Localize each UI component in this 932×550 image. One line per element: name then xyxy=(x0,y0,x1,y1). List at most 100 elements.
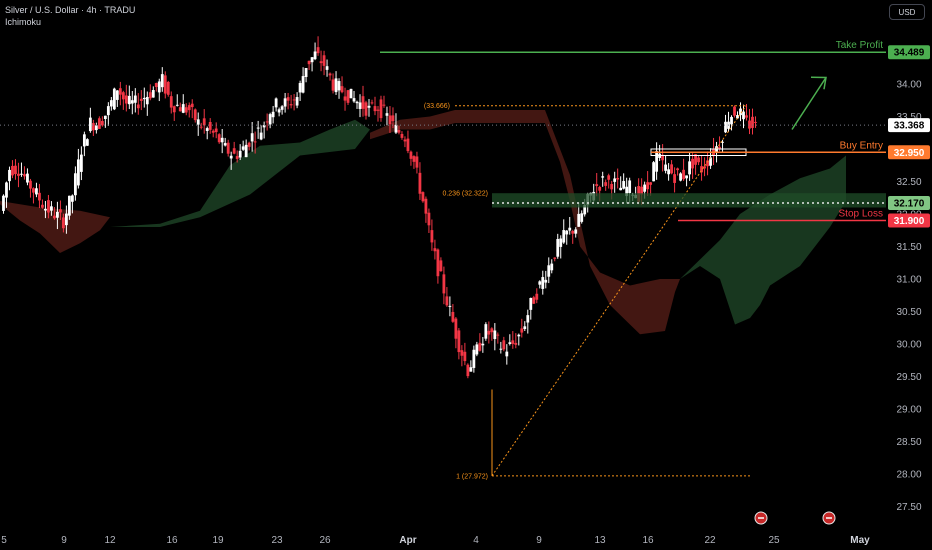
candle-body xyxy=(295,97,299,106)
candle-body xyxy=(220,137,224,143)
candle-body xyxy=(32,188,35,193)
candle-body xyxy=(2,195,5,211)
candle-body xyxy=(325,66,329,70)
currency-button[interactable]: USD xyxy=(889,4,925,20)
indicator-label[interactable]: Ichimoku xyxy=(5,17,42,27)
candle-body xyxy=(595,184,599,186)
candle-body xyxy=(448,305,452,307)
y-tick-label: 30.50 xyxy=(896,307,921,318)
candle-body xyxy=(59,209,62,213)
target-arrow-shaft xyxy=(791,77,827,130)
candle-body xyxy=(172,106,176,113)
candle-body xyxy=(76,159,80,186)
candle-body xyxy=(667,169,671,175)
x-tick-label: Apr xyxy=(399,535,416,546)
candle-body xyxy=(301,76,305,93)
candle-body xyxy=(676,168,679,171)
stop-loss-tag-text: 31.900 xyxy=(894,216,925,227)
buy-entry-tag-text: 32.950 xyxy=(894,148,925,159)
x-tick-label: 9 xyxy=(536,535,542,546)
candle-body xyxy=(26,173,29,183)
candle-body xyxy=(493,330,497,339)
y-tick-label: 27.50 xyxy=(896,502,921,513)
candle-body xyxy=(445,296,449,306)
candle-body xyxy=(53,215,56,219)
candle-body xyxy=(103,115,107,120)
candle-body xyxy=(217,134,221,143)
candle-body xyxy=(316,47,320,54)
y-tick-label: 34.00 xyxy=(896,80,921,91)
candle-body xyxy=(409,151,413,159)
y-tick-label: 30.00 xyxy=(896,340,921,351)
candle-body xyxy=(298,83,302,93)
candle-body xyxy=(196,119,200,125)
candle-body xyxy=(211,130,215,133)
x-tick-label: 12 xyxy=(104,535,116,546)
candle-body xyxy=(622,181,626,189)
x-tick-label: 22 xyxy=(704,535,716,546)
candle-body xyxy=(541,277,545,289)
fib-label: 0.236 (32.322) xyxy=(442,191,488,198)
candle-body xyxy=(157,81,161,93)
candle-body xyxy=(673,174,676,183)
candle-body xyxy=(460,350,464,356)
candle-body xyxy=(583,204,587,215)
candle-body xyxy=(754,121,757,123)
candle-body xyxy=(700,166,703,173)
candle-body xyxy=(235,156,239,159)
target-arrow-head xyxy=(810,76,827,90)
candle-body xyxy=(79,154,83,172)
candle-body xyxy=(346,90,350,103)
candle-body xyxy=(280,106,284,110)
candle-body xyxy=(199,126,203,128)
candle-body xyxy=(253,141,257,143)
candle-body xyxy=(721,141,724,143)
candle-body xyxy=(646,182,650,190)
candle-body xyxy=(433,248,437,252)
candle-body xyxy=(184,107,188,113)
candle-body xyxy=(544,279,548,283)
x-tick-label: May xyxy=(850,535,870,546)
candle-body xyxy=(457,330,461,353)
candle-body xyxy=(559,238,563,247)
cloud-bull-2 xyxy=(680,155,846,325)
stop-loss-tag xyxy=(888,213,930,228)
candle-body xyxy=(85,139,89,146)
candle-body xyxy=(139,98,143,101)
candle-body xyxy=(685,175,688,179)
candle-body xyxy=(517,334,521,337)
candle-body xyxy=(62,217,65,229)
candle-body xyxy=(286,97,290,101)
take-profit-tag-text: 34.489 xyxy=(894,48,925,59)
support-tag xyxy=(888,195,930,210)
candle-body xyxy=(391,115,395,122)
candle-body xyxy=(11,165,14,176)
symbol-title[interactable]: Silver / U.S. Dollar · 4h · TRADU xyxy=(5,5,136,15)
candle-body xyxy=(604,182,608,186)
candle-body xyxy=(313,51,317,60)
candle-body xyxy=(133,95,137,103)
candle-body xyxy=(535,293,539,300)
candle-body xyxy=(499,348,503,350)
candle-body xyxy=(340,86,344,93)
candle-body xyxy=(289,104,293,106)
candle-body xyxy=(478,342,482,351)
candle-body xyxy=(475,344,479,355)
candle-body xyxy=(14,165,17,175)
candle-body xyxy=(511,340,515,344)
candle-body xyxy=(166,81,170,95)
candle-body xyxy=(190,103,194,108)
candle-body xyxy=(56,211,59,218)
candle-body xyxy=(124,95,128,104)
candle-body xyxy=(145,96,149,105)
x-tick-label: 9 xyxy=(61,535,67,546)
candle-body xyxy=(397,130,401,133)
candle-body xyxy=(41,204,44,208)
candle-body xyxy=(142,97,146,100)
candle-body xyxy=(430,230,434,243)
candle-body xyxy=(100,120,104,126)
candle-body xyxy=(38,192,41,201)
candle-body xyxy=(238,150,242,158)
